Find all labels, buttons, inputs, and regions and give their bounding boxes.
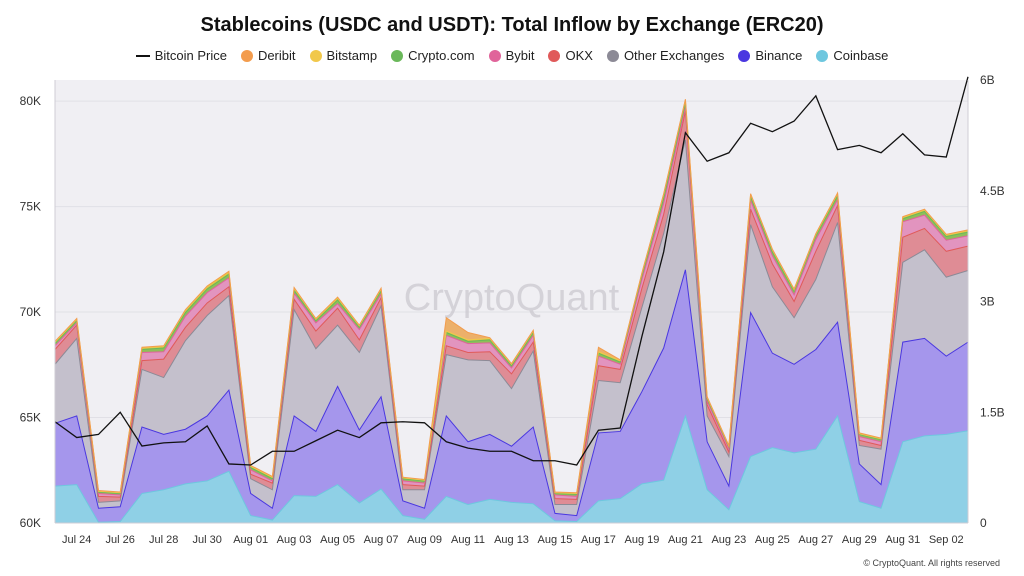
y-left-tick-label: 70K — [20, 305, 41, 319]
legend-item-okx[interactable]: OKX — [548, 48, 593, 63]
legend-label: Bybit — [505, 48, 535, 63]
legend-label: OKX — [565, 48, 593, 63]
chart-title: Stablecoins (USDC and USDT): Total Inflo… — [200, 14, 824, 36]
edge-crypto-com — [54, 102, 969, 495]
y-left-tick-label: 65K — [20, 411, 41, 425]
x-tick-label: Aug 15 — [538, 534, 573, 546]
x-tick-label: Aug 13 — [494, 534, 529, 546]
legend-swatch — [738, 49, 751, 62]
x-tick-label: Aug 23 — [711, 534, 746, 546]
legend-item-crypto-com[interactable]: Crypto.com — [391, 48, 475, 63]
legend-swatch — [240, 49, 253, 62]
legend-item-binance[interactable]: Binance — [738, 48, 802, 63]
edge-binance — [54, 269, 969, 517]
x-tick-label: Aug 07 — [364, 534, 399, 546]
x-tick-label: Jul 30 — [192, 534, 221, 546]
x-tick-label: Aug 03 — [277, 534, 312, 546]
edge-okx — [54, 110, 969, 500]
legend-swatch — [391, 49, 404, 62]
legend-swatch — [816, 49, 829, 62]
legend-item-bitcoin-price[interactable]: Bitcoin Price — [135, 48, 227, 63]
legend-swatch — [309, 49, 322, 62]
area-binance — [55, 269, 968, 523]
area-coinbase — [55, 415, 968, 523]
chart-legend: Bitcoin Price Deribit Bitstamp Crypto.com By… — [0, 48, 1024, 63]
x-tick-label: Aug 05 — [320, 534, 355, 546]
legend-label: Other Exchanges — [623, 48, 725, 63]
legend-label: Deribit — [257, 48, 296, 63]
x-tick-label: Jul 28 — [149, 534, 178, 546]
legend-label: Bitstamp — [326, 48, 378, 63]
x-tick-label: Aug 11 — [451, 534, 485, 546]
copyright-footer: © CryptoQuant. All rights reserved — [863, 558, 1000, 568]
x-tick-label: Aug 19 — [624, 534, 659, 546]
legend-label: Bitcoin Price — [154, 48, 227, 63]
x-tick-label: Aug 21 — [668, 534, 703, 546]
edge-bybit — [54, 107, 969, 497]
y-right-tick-label: 1.5B — [980, 405, 1005, 419]
y-left-tick-label: 80K — [20, 94, 41, 108]
legend-item-bitstamp[interactable]: Bitstamp — [309, 48, 378, 63]
y-right-tick-label: 6B — [980, 73, 995, 87]
x-tick-label: Aug 17 — [581, 534, 616, 546]
bitcoin-price-line — [54, 76, 969, 466]
edge-deribit — [54, 99, 969, 494]
x-tick-label: Sep 02 — [929, 534, 964, 546]
y-right-tick-label: 0 — [980, 516, 987, 530]
x-tick-label: Aug 25 — [755, 534, 790, 546]
legend-item-deribit[interactable]: Deribit — [240, 48, 296, 63]
x-tick-label: Aug 31 — [885, 534, 920, 546]
legend-item-other-exchanges[interactable]: Other Exchanges — [606, 48, 725, 63]
legend-swatch — [606, 49, 619, 62]
legend-swatch — [135, 54, 150, 57]
legend-label: Coinbase — [833, 48, 889, 63]
x-tick-label: Aug 01 — [233, 534, 268, 546]
y-left-tick-label: 75K — [20, 200, 41, 214]
x-tick-label: Jul 24 — [62, 534, 91, 546]
legend-item-bybit[interactable]: Bybit — [488, 48, 535, 63]
edge-other-exchanges — [54, 139, 969, 506]
edge-coinbase — [54, 414, 969, 523]
watermark: CryptoQuant — [404, 277, 620, 319]
legend-label: Binance — [755, 48, 803, 63]
x-tick-label: Aug 09 — [407, 534, 442, 546]
y-left-tick-label: 60K — [20, 516, 41, 530]
legend-item-coinbase[interactable]: Coinbase — [816, 48, 888, 63]
legend-swatch — [548, 49, 561, 62]
y-right-tick-label: 3B — [980, 295, 995, 309]
legend-label: Crypto.com — [408, 48, 475, 63]
x-tick-label: Jul 26 — [106, 534, 135, 546]
x-tick-label: Aug 29 — [842, 534, 877, 546]
legend-swatch — [488, 49, 501, 62]
y-right-tick-label: 4.5B — [980, 184, 1005, 198]
x-tick-label: Aug 27 — [798, 534, 833, 546]
